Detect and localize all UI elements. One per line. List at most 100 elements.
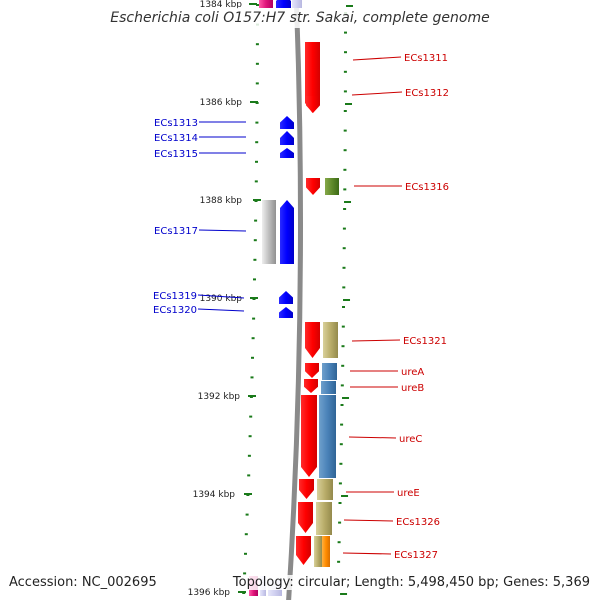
major-tick	[249, 3, 257, 5]
tick-label: 1394 kbp	[193, 490, 236, 500]
tick-label: 1388 kbp	[200, 196, 243, 206]
gene-label-ECs1319[interactable]: ECs1319	[153, 291, 197, 302]
gene-arrow-ureC[interactable]	[301, 395, 317, 477]
major-tick	[248, 395, 256, 397]
cds-feature-ureC	[319, 395, 336, 478]
minor-tick-inner	[255, 121, 259, 124]
minor-tick-inner	[254, 180, 258, 183]
gene-arrow-ECs1313[interactable]	[280, 116, 294, 129]
minor-tick-inner	[253, 239, 257, 242]
minor-tick-outer	[340, 384, 344, 387]
minor-tick-inner	[255, 82, 259, 85]
major-tick-outer	[342, 397, 350, 399]
gene-label-ECs1327[interactable]: ECs1327	[394, 550, 438, 561]
gene-tracks	[249, 0, 339, 600]
gene-label-ECs1316[interactable]: ECs1316	[405, 182, 449, 193]
gene-arrow-ECs1319[interactable]	[279, 291, 293, 304]
gene-arrow-ECs1317[interactable]	[280, 200, 294, 264]
major-tick-outer	[344, 201, 352, 203]
minor-tick-outer	[338, 502, 342, 504]
gene-label-ureA[interactable]: ureA	[401, 367, 424, 378]
gene-label-ECs1320[interactable]: ECs1320	[153, 305, 197, 316]
tick-label: 1384 kbp	[200, 0, 243, 10]
minor-tick-outer	[339, 443, 343, 446]
gene-label-ureB[interactable]: ureB	[401, 383, 424, 394]
gene-arrow-ECs1321[interactable]	[305, 322, 320, 358]
minor-tick-inner	[251, 356, 254, 359]
minor-tick-inner	[255, 141, 259, 144]
minor-tick-inner	[245, 513, 249, 516]
cds-feature-ECs1327-b	[322, 536, 330, 567]
cds-feature-ECs1321	[323, 322, 338, 358]
minor-tick-outer	[341, 345, 345, 348]
minor-tick-inner	[255, 62, 259, 65]
gene-label-ureE[interactable]: ureE	[397, 488, 420, 499]
minor-tick-outer	[342, 227, 346, 230]
major-tick-outer	[341, 495, 349, 497]
gene-labels: ECs1311 ECs1312 ECs1316 ECs1321 ureA ureB ureC…	[153, 53, 449, 561]
accession-text: Accession: NC_002695	[9, 575, 157, 590]
label-leader	[198, 229, 247, 232]
gene-arrow-ECs1320[interactable]	[279, 307, 293, 318]
label-leader	[351, 91, 403, 96]
gene-label-ECs1313[interactable]: ECs1313	[154, 118, 198, 129]
minor-tick-inner	[254, 219, 258, 222]
gene-label-ECs1321[interactable]: ECs1321	[403, 336, 447, 347]
cds-feature-ureB	[321, 381, 336, 394]
gene-label-ureC[interactable]: ureC	[399, 434, 422, 445]
topology-text: Topology: circular; Length: 5,498,450 bp…	[232, 575, 590, 590]
tick-label: 1386 kbp	[200, 98, 243, 108]
gene-arrow-ureE[interactable]	[299, 479, 314, 499]
gene-arrow-ECs1315[interactable]	[280, 148, 294, 158]
gene-arrow-ECs1316[interactable]	[306, 178, 320, 195]
minor-tick-inner	[248, 435, 252, 438]
minor-tick-inner	[251, 337, 255, 340]
minor-tick-inner	[250, 376, 254, 379]
minor-tick-outer	[343, 208, 347, 210]
minor-tick-inner	[253, 278, 256, 281]
minor-tick-outer	[342, 266, 346, 269]
minor-tick-inner	[252, 317, 256, 320]
gene-arrow-edge[interactable]	[276, 0, 291, 8]
label-leader	[348, 436, 397, 439]
minor-tick-inner	[256, 4, 259, 6]
label-leader	[343, 519, 394, 522]
gene-arrow-ECs1327[interactable]	[296, 536, 311, 565]
cds-feature-ECs1326	[316, 502, 332, 535]
map-title: Escherichia coli O157:H7 str. Sakai, com…	[0, 8, 600, 28]
minor-tick-inner	[255, 160, 258, 163]
minor-tick-outer	[342, 247, 346, 250]
minor-tick-inner	[247, 474, 251, 477]
minor-tick-outer	[343, 110, 347, 112]
genome-backbone	[286, 0, 303, 600]
minor-tick-outer	[343, 149, 347, 152]
minor-tick-outer	[343, 70, 347, 73]
minor-tick-outer	[343, 188, 347, 191]
major-tick	[253, 199, 261, 201]
gene-label-ECs1317[interactable]: ECs1317	[154, 226, 198, 237]
cds-feature-ECs1317	[262, 200, 276, 264]
tick-label: 1392 kbp	[198, 392, 241, 402]
major-tick-outer	[345, 103, 353, 105]
major-tick-outer	[346, 5, 353, 7]
gene-label-ECs1315[interactable]: ECs1315	[154, 149, 198, 160]
label-leader	[197, 294, 245, 299]
gene-label-ECs1314[interactable]: ECs1314	[154, 133, 198, 144]
gene-arrow-ECs1312[interactable]	[306, 96, 320, 113]
minor-tick-outer	[341, 364, 345, 367]
gene-arrow-ECs1326[interactable]	[298, 502, 313, 533]
gene-arrow-ECs1314[interactable]	[280, 131, 294, 145]
gene-arrow-ureA[interactable]	[305, 363, 319, 378]
major-tick-outer	[340, 593, 348, 595]
gene-label-ECs1312[interactable]: ECs1312	[405, 88, 449, 99]
cds-feature-ECs1327	[314, 536, 322, 567]
gene-arrow-ECs1311[interactable]	[305, 42, 320, 113]
minor-tick-outer	[337, 560, 341, 563]
map-footer: Accession: NC_002695 Topology: circular;…	[0, 572, 600, 594]
gene-label-ECs1311[interactable]: ECs1311	[404, 53, 448, 64]
gene-label-ECs1326[interactable]: ECs1326	[396, 517, 440, 528]
cds-feature-ureE	[317, 479, 333, 500]
gene-arrow-ureB[interactable]	[304, 379, 318, 393]
cds-feature-edge	[259, 0, 273, 8]
minor-tick-inner	[255, 43, 259, 46]
